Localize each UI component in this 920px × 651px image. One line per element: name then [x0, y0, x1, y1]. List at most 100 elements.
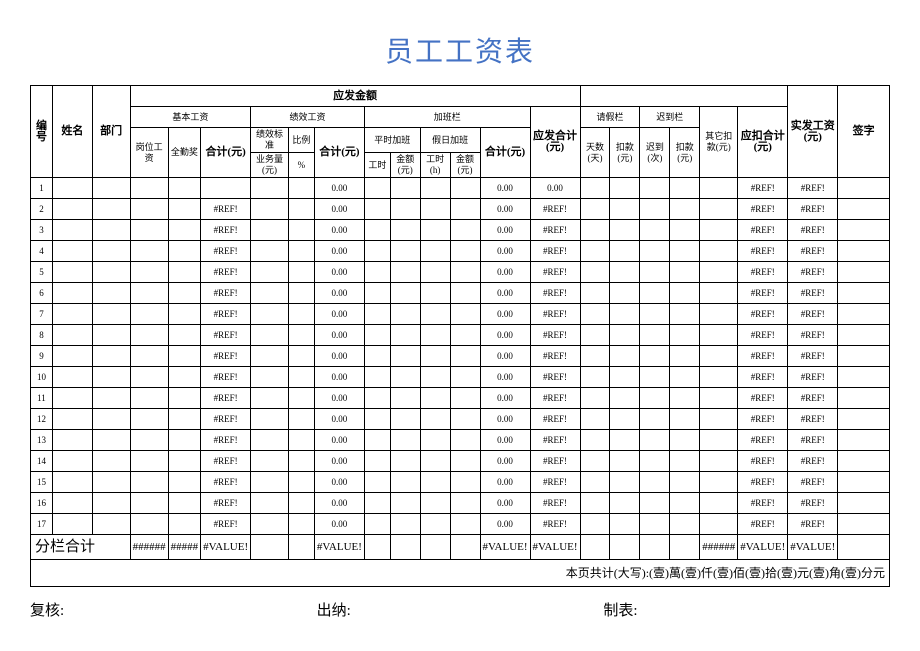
sign-review: 复核:	[30, 599, 317, 620]
sum-row: 分栏合计 ###### ##### #VALUE! #VALUE! #VALUE…	[31, 535, 890, 560]
cell-no: 13	[31, 430, 53, 451]
cell-hj3: 0.00	[480, 388, 530, 409]
cell-net: #REF!	[788, 472, 838, 493]
cell-hj1: #REF!	[201, 367, 251, 388]
cell-no: 12	[31, 409, 53, 430]
hdr-otholi: 假日加班	[420, 128, 480, 153]
hdr-basic: 基本工资	[130, 107, 251, 128]
cell-hj2: 0.00	[314, 472, 364, 493]
cell-hj1: #REF!	[201, 409, 251, 430]
cell-hj2: 0.00	[314, 199, 364, 220]
table-row: 5#REF!0.000.00#REF!#REF!#REF!	[31, 262, 890, 283]
cell-hj3: 0.00	[480, 409, 530, 430]
hdr-pct: %	[288, 153, 314, 178]
hdr-dept: 部门	[92, 86, 130, 178]
cell-net: #REF!	[788, 262, 838, 283]
cell-net: #REF!	[788, 241, 838, 262]
cell-hj3: 0.00	[480, 514, 530, 535]
cell-hj2: 0.00	[314, 283, 364, 304]
cell-no: 17	[31, 514, 53, 535]
cell-net: #REF!	[788, 451, 838, 472]
cell-no: 15	[31, 472, 53, 493]
table-row: 10.000.000.00#REF!#REF!	[31, 178, 890, 199]
sum-kkj: #VALUE!	[738, 535, 788, 560]
sum-c2: #####	[168, 535, 201, 560]
cell-yf: #REF!	[530, 367, 580, 388]
payroll-table: 编号 姓名 部门 应发金额 实发工资(元) 签字 基本工资 绩效工资 加班栏 应…	[30, 85, 890, 587]
cell-hj1: #REF!	[201, 514, 251, 535]
cell-yf: #REF!	[530, 262, 580, 283]
hdr-yingfa: 应发金额	[130, 86, 580, 107]
table-row: 11#REF!0.000.00#REF!#REF!#REF!	[31, 388, 890, 409]
cell-kkj: #REF!	[738, 262, 788, 283]
hdr-hj2: 合计(元)	[314, 128, 364, 178]
cell-hj2: 0.00	[314, 241, 364, 262]
cell-hj3: 0.00	[480, 241, 530, 262]
cell-net: #REF!	[788, 304, 838, 325]
cell-hj1: #REF!	[201, 262, 251, 283]
hdr-net: 实发工资(元)	[788, 86, 838, 178]
cell-no: 2	[31, 199, 53, 220]
hdr-koukj: 应扣合计(元)	[738, 107, 788, 178]
cell-net: #REF!	[788, 430, 838, 451]
cell-kkj: #REF!	[738, 367, 788, 388]
cell-yf: #REF!	[530, 514, 580, 535]
table-row: 15#REF!0.000.00#REF!#REF!#REF!	[31, 472, 890, 493]
cell-net: #REF!	[788, 388, 838, 409]
cell-net: #REF!	[788, 367, 838, 388]
cell-hj1: #REF!	[201, 430, 251, 451]
cell-no: 11	[31, 388, 53, 409]
cell-kkj: #REF!	[738, 514, 788, 535]
cell-no: 16	[31, 493, 53, 514]
page-title: 员工工资表	[30, 30, 890, 70]
cell-kkj: #REF!	[738, 388, 788, 409]
cell-no: 8	[31, 325, 53, 346]
cell-yf: #REF!	[530, 220, 580, 241]
cell-kkj: #REF!	[738, 304, 788, 325]
cell-hj1: #REF!	[201, 472, 251, 493]
cell-no: 14	[31, 451, 53, 472]
cell-no: 3	[31, 220, 53, 241]
hdr-perf: 绩效工资	[251, 107, 365, 128]
cell-net: #REF!	[788, 493, 838, 514]
sign-row: 复核: 出纳: 制表:	[30, 599, 890, 620]
cell-kkj: #REF!	[738, 178, 788, 199]
cell-hj1: #REF!	[201, 304, 251, 325]
cell-net: #REF!	[788, 409, 838, 430]
sum-hj3: #VALUE!	[480, 535, 530, 560]
cell-yf: #REF!	[530, 430, 580, 451]
cell-yf: #REF!	[530, 493, 580, 514]
table-row: 3#REF!0.000.00#REF!#REF!#REF!	[31, 220, 890, 241]
table-row: 13#REF!0.000.00#REF!#REF!#REF!	[31, 430, 890, 451]
cell-yf: #REF!	[530, 451, 580, 472]
sign-maker: 制表:	[603, 599, 890, 620]
sign-cashier: 出纳:	[317, 599, 604, 620]
sum-hj1: #VALUE!	[201, 535, 251, 560]
cell-yf: #REF!	[530, 346, 580, 367]
cell-hj2: 0.00	[314, 346, 364, 367]
hdr-hj3: 合计(元)	[480, 128, 530, 178]
cell-yf: #REF!	[530, 199, 580, 220]
cell-net: #REF!	[788, 178, 838, 199]
cell-yf: #REF!	[530, 283, 580, 304]
cell-hj1: #REF!	[201, 283, 251, 304]
cell-kkj: #REF!	[738, 325, 788, 346]
cell-hj1: #REF!	[201, 220, 251, 241]
cell-no: 6	[31, 283, 53, 304]
cell-hj2: 0.00	[314, 409, 364, 430]
hdr-ratio: 比例	[288, 128, 314, 153]
table-row: 2#REF!0.000.00#REF!#REF!#REF!	[31, 199, 890, 220]
table-row: 10#REF!0.000.00#REF!#REF!#REF!	[31, 367, 890, 388]
cell-hj2: 0.00	[314, 388, 364, 409]
sum-label: 分栏合计	[31, 535, 131, 560]
cell-hj3: 0.00	[480, 220, 530, 241]
cell-hj3: 0.00	[480, 199, 530, 220]
table-row: 12#REF!0.000.00#REF!#REF!#REF!	[31, 409, 890, 430]
hdr-late: 迟到栏	[640, 107, 700, 128]
cell-no: 5	[31, 262, 53, 283]
table-row: 14#REF!0.000.00#REF!#REF!#REF!	[31, 451, 890, 472]
cell-hj2: 0.00	[314, 304, 364, 325]
cell-yf: 0.00	[530, 178, 580, 199]
table-row: 16#REF!0.000.00#REF!#REF!#REF!	[31, 493, 890, 514]
hdr-hj1: 合计(元)	[201, 128, 251, 178]
